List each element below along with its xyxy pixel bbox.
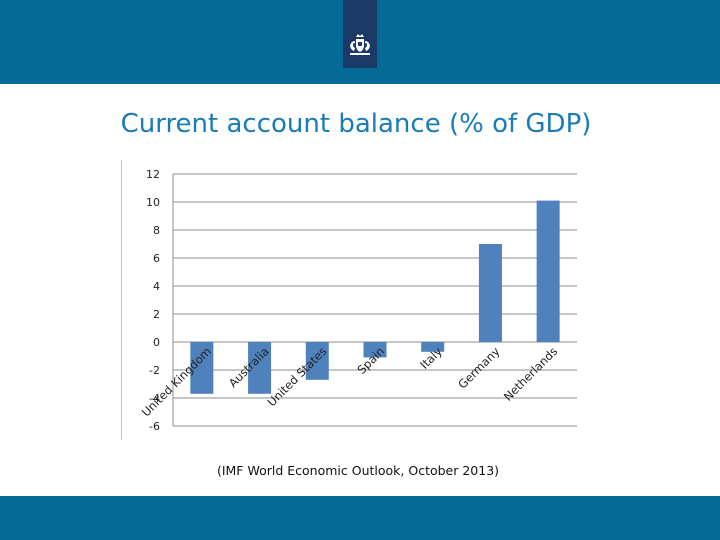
category-label: Germany	[455, 344, 502, 391]
bar	[478, 244, 502, 342]
bar	[305, 342, 329, 380]
y-tick-label: 6	[153, 252, 160, 265]
bar	[536, 200, 560, 342]
category-label: Netherlands	[501, 344, 560, 403]
bottom-banner	[0, 496, 720, 540]
logo-block	[343, 0, 377, 68]
y-tick-label: -2	[149, 364, 160, 377]
coat-of-arms-icon	[350, 34, 370, 55]
bar	[190, 342, 214, 394]
bar	[363, 342, 387, 358]
y-tick-label: -4	[149, 392, 160, 405]
bar	[248, 342, 272, 394]
y-tick-label: -6	[149, 420, 160, 433]
chart-frame-line	[121, 160, 122, 440]
y-tick-label: 10	[146, 196, 160, 209]
y-tick-label: 12	[146, 168, 160, 181]
y-tick-label: 0	[153, 336, 160, 349]
bar	[421, 342, 445, 352]
y-tick-label: 2	[153, 308, 160, 321]
slide-title: Current account balance (% of GDP)	[120, 109, 592, 139]
top-banner	[0, 0, 720, 84]
y-tick-label: 4	[153, 280, 160, 293]
y-tick-label: 8	[153, 224, 160, 237]
source-note: (IMF World Economic Outlook, October 201…	[216, 463, 500, 478]
